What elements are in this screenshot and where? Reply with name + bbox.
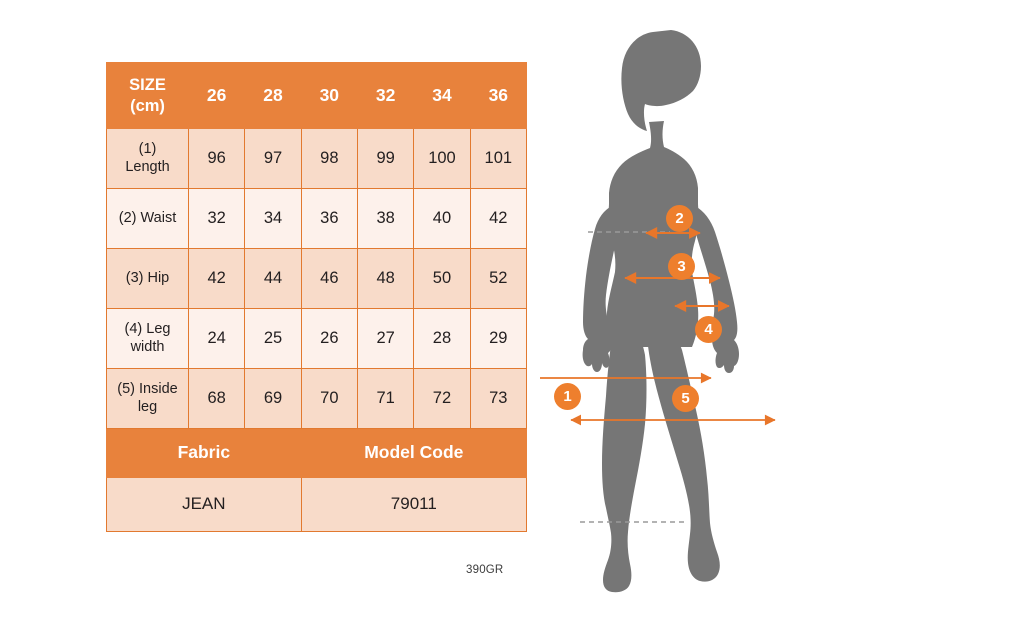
table-row-waist: (2) Waist 32 34 36 38 40 42 [106,188,527,249]
cell-length-36: 101 [469,128,527,189]
header-size-34: 34 [413,62,471,129]
cell-leg-width-30: 26 [300,308,358,369]
cell-length-28: 97 [244,128,302,189]
header-size-26: 26 [187,62,246,129]
row-label-leg-width: (4) Leg width [106,308,189,369]
row-label-line2: Length [125,158,170,175]
marker-badge-1-length: 1 [554,383,581,410]
cell-inside-leg-30: 70 [300,368,358,429]
silhouette-body [582,30,739,593]
marker-badge-5-inside-leg: 5 [672,385,699,412]
header-row: SIZE (cm) 26 28 30 32 34 36 [106,62,527,129]
cell-waist-36: 42 [469,188,527,249]
row-label-inside-leg: (5) Inside leg [106,368,189,429]
cell-hip-32: 48 [356,248,415,309]
figure-silhouette-svg [540,30,776,593]
table-row-inside-leg: (5) Inside leg 68 69 70 71 72 73 [106,368,527,429]
header-size-30: 30 [300,62,358,129]
cell-waist-30: 36 [300,188,358,249]
footer-value-fabric: JEAN [106,477,302,532]
header-corner-line2: (cm) [130,96,165,115]
cell-waist-28: 34 [244,188,302,249]
row-label-length: (1) Length [106,128,189,189]
cell-length-26: 96 [187,128,246,189]
cell-leg-width-26: 24 [187,308,246,369]
cell-inside-leg-32: 71 [356,368,415,429]
table-row-hip: (3) Hip 42 44 46 48 50 52 [106,248,527,309]
marker-badge-2-waist: 2 [666,205,693,232]
row-label-hip: (3) Hip [106,248,189,309]
cell-leg-width-32: 27 [356,308,415,369]
footer-value-model-code: 79011 [300,477,527,532]
row-label-line1: (1) [138,140,157,157]
marker-badge-4-leg-width: 4 [695,316,722,343]
table-row-length: (1) Length 96 97 98 99 100 101 [106,128,527,189]
cell-length-30: 98 [300,128,358,189]
cell-length-34: 100 [413,128,471,189]
row-label-line1: (4) Leg [124,320,171,337]
cell-inside-leg-36: 73 [469,368,527,429]
cell-hip-36: 52 [469,248,527,309]
cell-hip-26: 42 [187,248,246,309]
footer-header-model-code: Model Code [300,428,527,478]
cell-inside-leg-26: 68 [187,368,246,429]
cell-hip-28: 44 [244,248,302,309]
measurement-figure: 1 2 3 4 5 [540,10,870,610]
footer-header-fabric: Fabric [106,428,302,478]
table-row-leg-width: (4) Leg width 24 25 26 27 28 29 [106,308,527,369]
cell-inside-leg-28: 69 [244,368,302,429]
table-body: (1) Length 96 97 98 99 100 101 (2) Waist… [106,128,527,429]
cell-leg-width-34: 28 [413,308,471,369]
header-corner-size-cm: SIZE (cm) [106,62,189,129]
header-size-36: 36 [469,62,527,129]
table-footer: Fabric Model Code JEAN 79011 [106,428,527,532]
marker-badge-3-hip: 3 [668,253,695,280]
watermark-text: 390GR [466,564,504,576]
cell-hip-34: 50 [413,248,471,309]
table-header: SIZE (cm) 26 28 30 32 34 36 [106,62,527,129]
header-corner-line1: SIZE [129,76,166,95]
row-label-line2: width [130,338,165,355]
cell-leg-width-28: 25 [244,308,302,369]
header-size-32: 32 [356,62,415,129]
cell-waist-34: 40 [413,188,471,249]
cell-hip-30: 46 [300,248,358,309]
size-table: SIZE (cm) 26 28 30 32 34 36 (1) Length 9… [106,62,527,532]
cell-inside-leg-34: 72 [413,368,471,429]
footer-header-row: Fabric Model Code [106,428,527,478]
row-label-line1: (5) Inside [117,380,178,397]
cell-waist-32: 38 [356,188,415,249]
cell-waist-26: 32 [187,188,246,249]
cell-length-32: 99 [356,128,415,189]
row-label-line2: leg [137,398,158,415]
header-size-28: 28 [244,62,302,129]
footer-value-row: JEAN 79011 [106,477,527,532]
row-label-waist: (2) Waist [106,188,189,249]
cell-leg-width-36: 29 [469,308,527,369]
